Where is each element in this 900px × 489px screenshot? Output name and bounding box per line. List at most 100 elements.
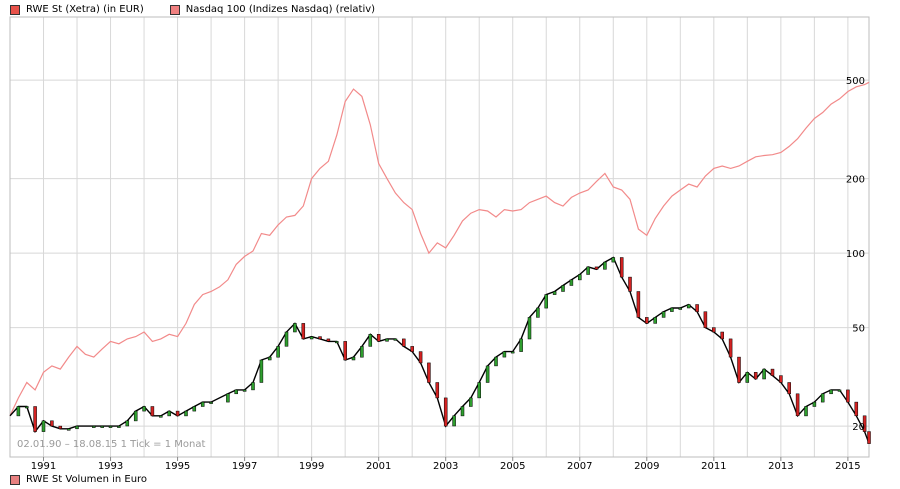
rwe-candle <box>184 410 188 417</box>
rwe-candle <box>125 420 130 427</box>
rwe-candle <box>167 410 171 417</box>
rwe-candle <box>50 420 54 427</box>
rwe-candle <box>477 382 481 399</box>
rwe-candle <box>410 346 414 352</box>
y-tick-label-500: 500 <box>846 76 865 87</box>
rwe-candle <box>804 406 808 417</box>
x-axis-ticks: 1991 1993 1995 1997 1999 2001 2003 2005 2007 2009… <box>31 457 861 472</box>
grid-lines <box>9 17 869 457</box>
rwe-candle <box>376 334 381 342</box>
rwe-candle <box>770 368 775 376</box>
rwe-candle <box>402 338 406 347</box>
x-tick-label-2001: 2001 <box>366 461 391 472</box>
x-tick-label-2007: 2007 <box>567 461 592 472</box>
rwe-candle <box>293 323 297 333</box>
rwe-series-line <box>9 256 870 444</box>
rwe-candle <box>25 406 29 409</box>
rwe-candle <box>368 334 373 347</box>
rwe-candle <box>33 406 37 432</box>
rwe-candle <box>720 331 724 340</box>
chart-legend: RWE St (Xetra) (in EUR) Nasdaq 100 (Indi… <box>10 3 375 17</box>
rwe-candle <box>301 323 306 340</box>
rwe-candle <box>16 406 21 417</box>
x-tick-label-1993: 1993 <box>98 461 123 472</box>
legend-item-nasdaq[interactable]: Nasdaq 100 (Indizes Nasdaq) (relativ) <box>169 3 375 17</box>
rwe-candle <box>820 393 825 403</box>
rwe-candle <box>276 346 280 358</box>
rwe-candle <box>251 382 255 391</box>
x-tick-label-2005: 2005 <box>500 461 525 472</box>
rwe-candle <box>745 372 750 383</box>
rwe-candle <box>335 341 339 344</box>
x-tick-label-1999: 1999 <box>299 461 324 472</box>
rwe-candle <box>326 338 331 342</box>
rwe-candle <box>645 317 649 324</box>
x-tick-label-2009: 2009 <box>634 461 659 472</box>
rwe-candle <box>58 425 63 430</box>
rwe-candle <box>343 341 347 361</box>
rwe-candle <box>854 401 859 417</box>
legend-swatch-rwe <box>10 5 20 15</box>
rwe-candle <box>494 356 498 367</box>
rwe-candle <box>628 276 632 292</box>
rwe-candle <box>360 346 364 358</box>
rwe-candle <box>284 331 289 347</box>
rwe-candle <box>519 338 523 352</box>
rwe-candle <box>242 389 247 392</box>
rwe-candle <box>536 307 540 318</box>
rwe-candle <box>787 382 791 395</box>
x-tick-label-2003: 2003 <box>433 461 458 472</box>
rwe-candle <box>318 336 322 340</box>
rwe-candle <box>544 294 548 309</box>
legend-label-rwe: RWE St (Xetra) (in EUR) <box>26 4 144 15</box>
rwe-candle <box>485 365 490 383</box>
rwe-candle <box>586 266 590 275</box>
rwe-candle <box>267 356 272 361</box>
rwe-candle <box>611 257 616 263</box>
rwe-candle <box>812 401 817 407</box>
volume-legend-swatch <box>10 475 20 485</box>
rwe-candle <box>41 420 46 432</box>
y-axis-ticks: 20 50 100 200 500 <box>846 76 865 433</box>
rwe-candle <box>846 389 850 403</box>
rwe-candle <box>351 356 356 361</box>
rwe-candle <box>779 375 783 383</box>
rwe-candle <box>427 362 431 383</box>
legend-item-rwe[interactable]: RWE St (Xetra) (in EUR) <box>10 3 144 17</box>
rwe-candle <box>695 304 699 312</box>
rwe-candle <box>200 401 205 407</box>
y-tick-label-200: 200 <box>846 175 865 186</box>
y-tick-label-100: 100 <box>846 249 865 260</box>
rwe-candle <box>234 389 238 395</box>
rwe-candle <box>418 351 423 364</box>
rwe-candle <box>594 266 599 270</box>
rwe-candle <box>452 415 456 427</box>
rwe-candle <box>259 359 264 383</box>
rwe-candle <box>133 410 138 422</box>
y-tick-label-50: 50 <box>852 324 865 335</box>
rwe-candle <box>226 393 230 403</box>
nasdaq-series-line <box>9 81 870 417</box>
volume-legend[interactable]: RWE St Volumen in Euro <box>10 474 147 486</box>
rwe-candle <box>686 304 691 309</box>
rwe-candle <box>578 274 582 281</box>
rwe-candle <box>385 338 389 342</box>
rwe-candle <box>603 261 607 270</box>
rwe-candle <box>443 397 448 427</box>
rwe-candle <box>661 311 666 318</box>
rwe-candle <box>142 406 146 412</box>
rwe-candle <box>737 356 741 383</box>
rwe-candle <box>75 425 79 430</box>
rwe-candle <box>703 311 708 328</box>
rwe-candle <box>309 336 314 340</box>
x-tick-label-1991: 1991 <box>31 461 56 472</box>
rwe-candle <box>561 285 565 292</box>
rwe-candle <box>92 425 96 428</box>
y-tick-label-20: 20 <box>852 422 865 433</box>
x-tick-label-2015: 2015 <box>835 461 860 472</box>
rwe-candle <box>460 406 465 417</box>
rwe-candle <box>728 338 733 358</box>
rwe-candle <box>510 351 515 354</box>
rwe-candle <box>837 389 842 392</box>
rwe-candle <box>117 425 121 428</box>
